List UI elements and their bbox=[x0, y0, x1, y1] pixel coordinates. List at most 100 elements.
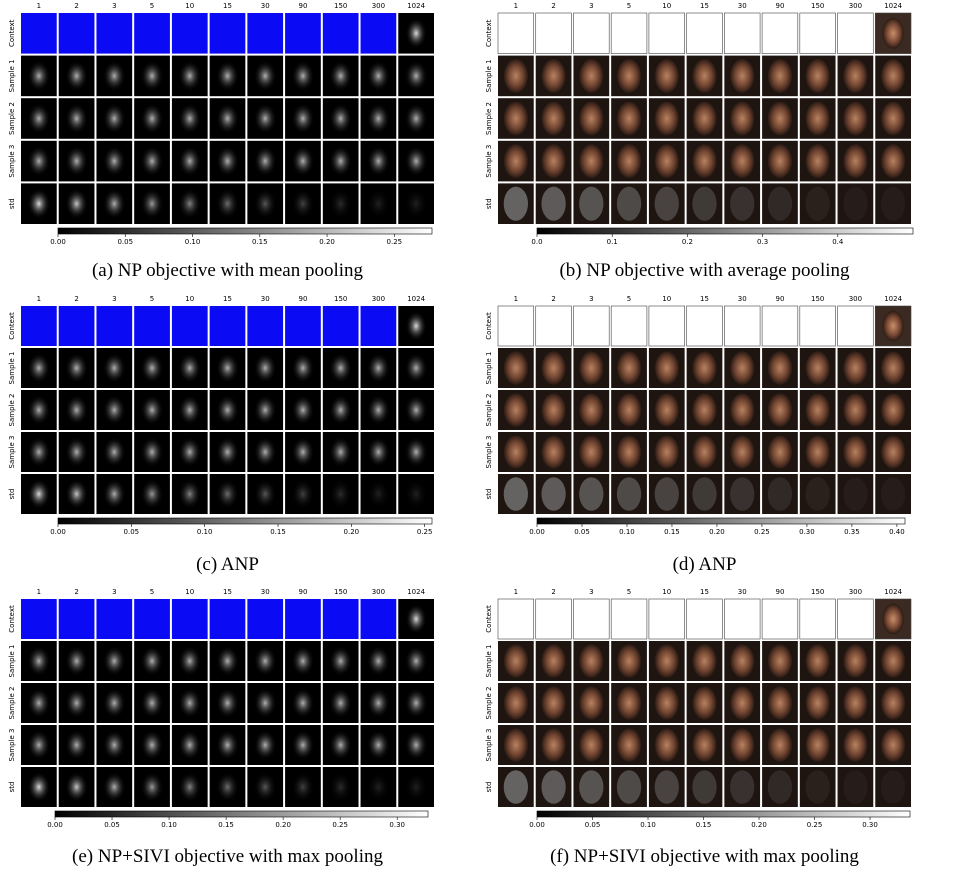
digit bbox=[216, 437, 239, 467]
digit bbox=[292, 646, 315, 676]
column-header: 90 bbox=[775, 588, 784, 596]
digit bbox=[216, 146, 239, 177]
digit bbox=[405, 437, 428, 467]
digit bbox=[65, 353, 88, 383]
column-header: 15 bbox=[223, 2, 232, 10]
face bbox=[730, 686, 754, 720]
row-label: Sample 2 bbox=[8, 394, 16, 427]
caption: (e) NP+SIVI objective with max pooling bbox=[72, 846, 383, 867]
face bbox=[617, 644, 641, 678]
digit bbox=[329, 188, 352, 219]
digit bbox=[27, 437, 50, 467]
face bbox=[843, 187, 867, 221]
image-cell bbox=[573, 599, 609, 639]
image-cell bbox=[323, 13, 359, 54]
digit bbox=[254, 103, 277, 134]
caption: (b) NP objective with average pooling bbox=[559, 260, 850, 281]
row-label: Sample 3 bbox=[485, 729, 493, 762]
face bbox=[730, 644, 754, 678]
colorbar-tick-label: 0.00 bbox=[50, 238, 66, 246]
caption: (d) ANP bbox=[673, 554, 737, 575]
colorbar-tick-label: 0.20 bbox=[319, 238, 335, 246]
digit bbox=[216, 60, 239, 91]
digit bbox=[103, 646, 126, 676]
colorbar-tick-label: 0.00 bbox=[50, 528, 66, 536]
face bbox=[579, 770, 603, 804]
face bbox=[881, 187, 905, 221]
digit bbox=[65, 146, 88, 177]
digit bbox=[141, 688, 164, 718]
digit bbox=[141, 188, 164, 219]
caption: (c) ANP bbox=[196, 554, 259, 575]
face bbox=[806, 393, 830, 427]
column-header: 90 bbox=[298, 295, 307, 303]
face bbox=[504, 435, 528, 469]
image-cell bbox=[285, 13, 321, 54]
image-cell bbox=[762, 599, 798, 639]
face bbox=[579, 435, 603, 469]
face bbox=[730, 435, 754, 469]
face bbox=[881, 351, 905, 385]
digit bbox=[254, 60, 277, 91]
digit bbox=[329, 437, 352, 467]
face bbox=[541, 477, 565, 511]
image-cell bbox=[172, 306, 208, 346]
digit bbox=[141, 103, 164, 134]
digit bbox=[254, 353, 277, 383]
face bbox=[730, 144, 754, 178]
digit bbox=[141, 353, 164, 383]
face bbox=[843, 477, 867, 511]
column-header: 30 bbox=[738, 295, 747, 303]
face bbox=[692, 435, 716, 469]
column-header: 300 bbox=[849, 588, 862, 596]
digit bbox=[178, 103, 201, 134]
digit bbox=[27, 395, 50, 425]
face bbox=[881, 59, 905, 93]
column-header: 1024 bbox=[884, 588, 902, 596]
digit bbox=[178, 188, 201, 219]
image-cell bbox=[649, 306, 685, 346]
digit bbox=[405, 188, 428, 219]
face bbox=[655, 393, 679, 427]
face bbox=[882, 311, 903, 341]
digit bbox=[405, 772, 428, 802]
digit bbox=[329, 772, 352, 802]
digit bbox=[178, 772, 201, 802]
image-cell bbox=[172, 13, 208, 54]
face bbox=[730, 477, 754, 511]
digit bbox=[141, 146, 164, 177]
colorbar-tick-label: 0.15 bbox=[270, 528, 286, 536]
face bbox=[768, 644, 792, 678]
face bbox=[768, 351, 792, 385]
digit bbox=[292, 772, 315, 802]
column-header: 5 bbox=[150, 295, 154, 303]
digit bbox=[254, 146, 277, 177]
image-cell bbox=[172, 599, 208, 639]
image-cell bbox=[536, 306, 572, 346]
digit bbox=[292, 103, 315, 134]
column-header: 150 bbox=[811, 588, 824, 596]
face bbox=[655, 101, 679, 135]
face bbox=[692, 351, 716, 385]
image-cell bbox=[838, 599, 874, 639]
digit bbox=[103, 688, 126, 718]
colorbar-tick-label: 0.00 bbox=[529, 528, 545, 536]
colorbar-tick-label: 0.05 bbox=[124, 528, 140, 536]
column-header: 5 bbox=[627, 2, 631, 10]
row-label: Sample 1 bbox=[485, 645, 493, 678]
column-header: 1 bbox=[514, 2, 518, 10]
digit bbox=[178, 730, 201, 760]
row-label: Sample 3 bbox=[8, 436, 16, 469]
column-header: 1024 bbox=[407, 588, 425, 596]
face bbox=[768, 59, 792, 93]
column-header: 10 bbox=[662, 295, 671, 303]
digit bbox=[254, 730, 277, 760]
face bbox=[768, 770, 792, 804]
face bbox=[655, 187, 679, 221]
digit bbox=[367, 188, 390, 219]
colorbar-tick-label: 0.20 bbox=[344, 528, 360, 536]
colorbar-tick-label: 0.00 bbox=[529, 821, 545, 829]
digit bbox=[254, 188, 277, 219]
digit bbox=[178, 146, 201, 177]
digit bbox=[292, 688, 315, 718]
